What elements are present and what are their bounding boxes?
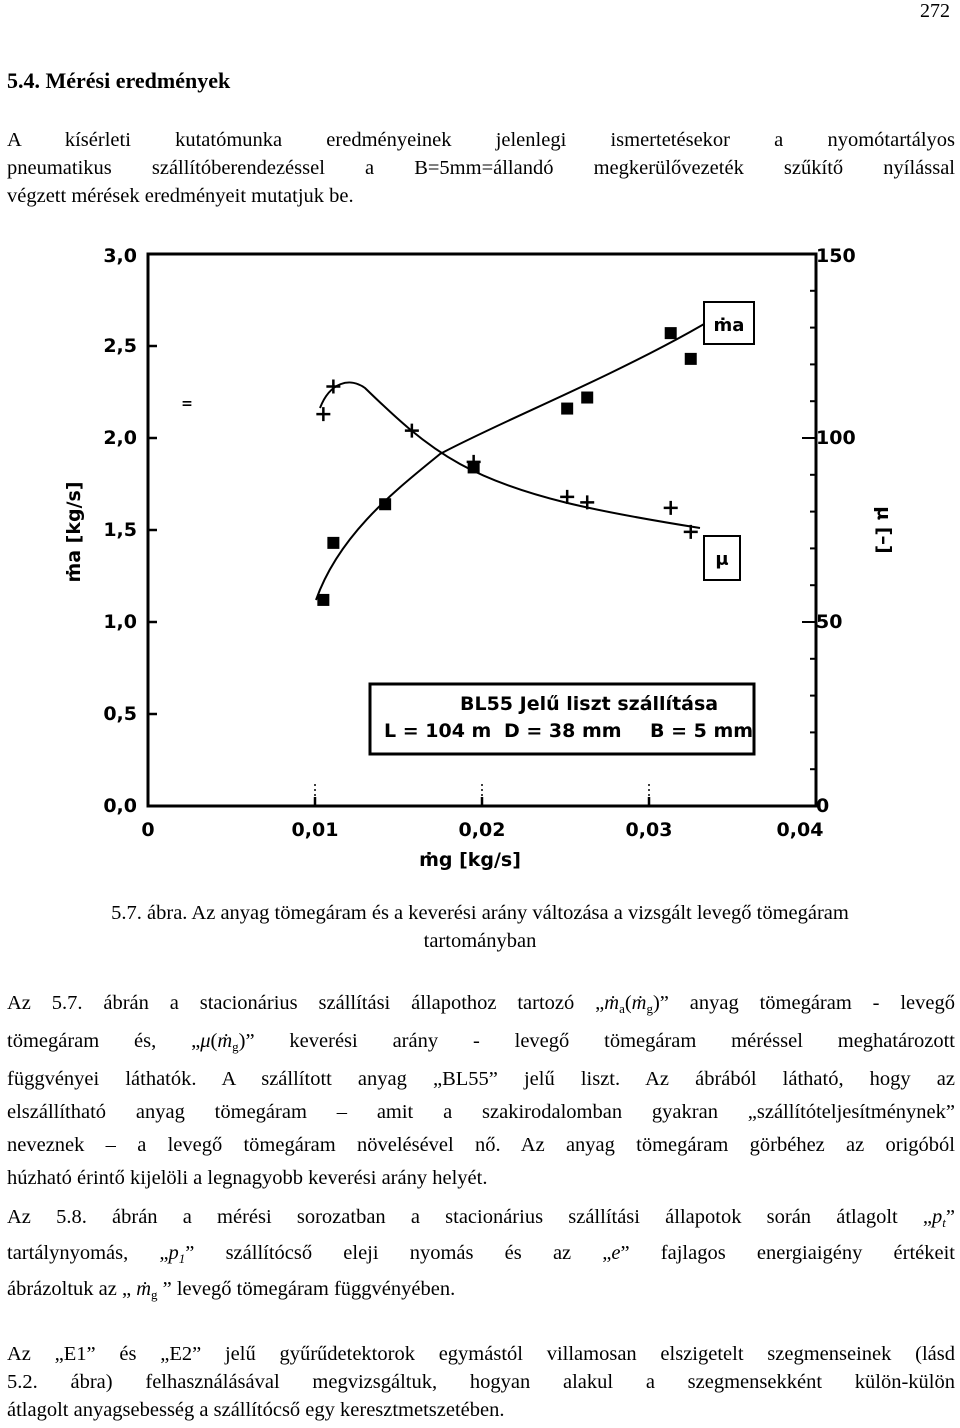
left-axis-ticks [148, 252, 157, 808]
text-line: Az 5.7. ábrán a stacionárius szállítási … [7, 992, 955, 1016]
intro-paragraph: A kísérleti kutatómunka eredményeinek je… [7, 126, 955, 210]
mu-series-label: μ [715, 549, 728, 570]
text-line: A kísérleti kutatómunka eredményeinek je… [7, 129, 955, 151]
x-axis-ticks [146, 784, 818, 806]
text-line: ábrázoltuk az „ ṁg ” levegő tömegáram fü… [7, 1278, 456, 1302]
x-tick-label: 0,04 [777, 819, 824, 841]
ma-data-point [317, 593, 330, 606]
text-line: Az 5.8. ábrán a mérési sorozatban a stac… [7, 1206, 955, 1230]
text-line: húzható érintő kijelöli a legnagyobb kev… [7, 1167, 488, 1189]
legend-box [368, 682, 756, 756]
left-tick-label: 1,0 [103, 611, 137, 633]
mu-data-point [663, 500, 678, 515]
section-heading: 5.4. Mérési eredmények [7, 68, 231, 93]
text-line: 5.2. ábra) felhasználásával megvizsgáltu… [7, 1371, 955, 1393]
figure-caption-line1: 5.7. ábra. Az anyag tömegáram és a kever… [111, 902, 849, 924]
text-line: végzett mérések eredményeit mutatjuk be. [7, 185, 354, 207]
mu-data-point [560, 489, 575, 504]
text-line: tömegáram és, „μ(ṁg)” keverési arány - l… [7, 1030, 955, 1054]
legend-line-1: BL55 Jelű liszt szállítása [460, 693, 718, 715]
paragraph-fig-5-8: Az 5.8. ábrán a mérési sorozatban a stac… [7, 1202, 955, 1310]
right-axis-ticks [802, 253, 816, 807]
legend-length: L = 104 m [384, 720, 491, 742]
left-tick-label: 3,0 [103, 245, 137, 267]
text-line: pneumatikus szállítóberendezéssel a B=5m… [7, 157, 955, 179]
ma-data-point [581, 391, 594, 404]
ma-data-point [327, 536, 340, 549]
text-line: neveznek – a levegő tömegáram növeléséve… [7, 1134, 955, 1156]
mu-data-point [580, 495, 595, 510]
right-tick-label: 100 [816, 427, 856, 449]
ma-series-tag [703, 301, 755, 345]
mu-series-markers [316, 379, 698, 539]
paragraph-results: Az 5.7. ábrán a stacionárius szállítási … [7, 987, 955, 1195]
ma-data-point [664, 327, 677, 340]
ma-data-point [561, 402, 574, 415]
ma-data-point [379, 498, 392, 511]
ma-data-point [684, 352, 697, 365]
mu-data-point [466, 454, 481, 469]
ma-series-markers [317, 327, 697, 606]
paragraph-ring-detectors: Az „E1” és „E2” jelű gyűrűdetektorok egy… [7, 1340, 955, 1424]
text-line: tartálynyomás, „p1” szállítócső eleji ny… [7, 1242, 956, 1266]
legend-diameter: D = 38 mm [504, 720, 622, 742]
left-tick-label: 2,5 [103, 335, 137, 357]
text-line: függvényei láthatók. A szállított anyag … [7, 1068, 955, 1090]
left-tick-label: 0,5 [103, 703, 137, 725]
figure-caption-line2: tartományban [423, 930, 537, 952]
mu-data-point [683, 524, 698, 539]
x-tick-label: 0,01 [292, 819, 339, 841]
left-tick-label: 0,0 [103, 795, 137, 817]
left-tick-label: 2,0 [103, 427, 137, 449]
right-axis-title: μ [–] [873, 506, 895, 553]
x-axis-title: ṁg [kg/s] [419, 849, 521, 871]
stray-mark-text: = [181, 396, 193, 412]
figure-5-7-chart: 0,0 0,5 1,0 1,5 2,0 2,5 3,0 0 50 100 150… [63, 245, 895, 871]
mu-series-tag [703, 535, 741, 581]
text-line: elszállítható anyag tömegáram – amit a s… [7, 1101, 955, 1123]
mu-data-point [404, 423, 419, 438]
x-tick-label: 0,03 [626, 819, 673, 841]
left-axis-title: ṁa [kg/s] [63, 481, 85, 582]
x-tick-label: 0 [141, 819, 154, 841]
mu-data-point [316, 407, 331, 422]
mu-trend-curve [319, 381, 701, 529]
page-number: 272 [920, 0, 950, 22]
ma-trend-curve [315, 314, 721, 601]
text-line: átlagolt anyagsebesség a szállítócső egy… [7, 1399, 505, 1421]
x-tick-label: 0,02 [459, 819, 506, 841]
legend-bypass: B = 5 mm [650, 720, 753, 742]
text-line: Az „E1” és „E2” jelű gyűrűdetektorok egy… [7, 1343, 955, 1365]
right-tick-label: 50 [816, 611, 842, 633]
right-tick-label: 150 [816, 245, 856, 267]
left-tick-label: 1,5 [103, 519, 137, 541]
mu-data-point [326, 379, 341, 394]
ma-series-label: ṁa [714, 315, 745, 336]
right-tick-label: 0 [816, 795, 829, 817]
